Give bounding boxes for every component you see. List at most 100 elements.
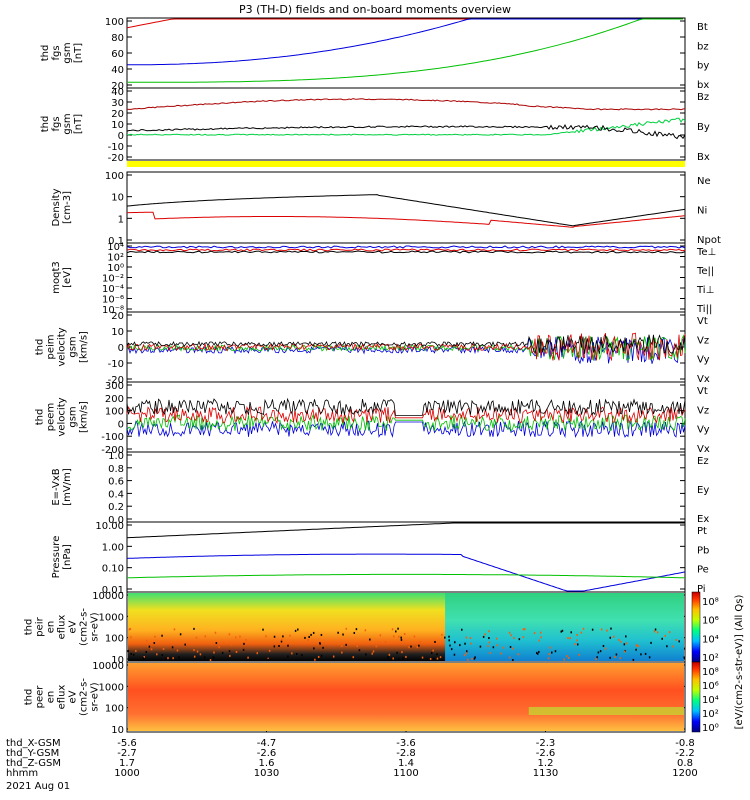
colorbar-upper: [691, 591, 701, 663]
ion-spectrogram-pixel: [489, 652, 491, 655]
ion-spectrogram-pixel: [430, 652, 433, 655]
ion-spectrogram-pixel: [625, 642, 628, 645]
legend-bz: bz: [697, 41, 709, 52]
ion-spectrogram-pixel: [469, 637, 472, 640]
ion-spectrogram-pixel: [488, 630, 490, 633]
x-row-value: -2.6: [536, 748, 556, 759]
ion-spectrogram-pixel: [203, 656, 206, 659]
ion-spectrogram-pixel: [464, 642, 466, 645]
ion-spectrogram-pixel: [439, 656, 442, 659]
legend-by: by: [697, 61, 709, 72]
ion-spectrogram-pixel: [307, 639, 309, 642]
ion-spectrogram-pixel: [509, 645, 512, 648]
trace-Pi: [126, 553, 686, 592]
ion-spectrogram-pixel: [576, 633, 578, 636]
ion-spectrogram-pixel: [148, 645, 151, 648]
y-tick-label: 0.0: [108, 515, 124, 526]
date-label: 2021 Aug 01: [6, 781, 70, 792]
colorbar-tick: 10⁰: [702, 723, 719, 734]
ion-spectrogram-pixel: [465, 636, 468, 639]
y-tick-label: 10⁻⁸: [102, 305, 124, 316]
ion-spectrogram-pixel: [291, 652, 293, 655]
ion-spectrogram-pixel: [395, 630, 397, 633]
ion-spectrogram-pixel: [522, 628, 525, 631]
ion-spectrogram-pixel: [522, 636, 525, 639]
ion-spectrogram-pixel: [235, 650, 238, 653]
x-row-value: 0.8: [677, 758, 693, 769]
y-axis-label-line: thd: [40, 45, 51, 62]
y-axis-label-line: en: [46, 621, 57, 634]
y-axis-label: thd fgs gsm [nT]: [40, 42, 84, 63]
y-tick-label: 20: [111, 109, 124, 120]
ion-spectrogram-pixel: [268, 649, 271, 652]
ion-spectrogram-pixel: [401, 651, 403, 654]
ion-spectrogram-pixel: [337, 631, 339, 634]
ion-spectrogram-pixel: [161, 634, 163, 637]
colorbar-label: [eV/(cm2-s-str-eV)] (All Qs): [734, 594, 745, 729]
y-tick-label: 1000: [99, 612, 124, 623]
legend-by: By: [697, 122, 710, 133]
y-axis-label-line: eflux: [57, 685, 68, 710]
y-axis-label: thd fgs gsm [nT]: [40, 113, 84, 134]
ion-spectrogram-pixel: [256, 652, 258, 655]
ion-spectrogram-pixel: [193, 649, 195, 652]
y-axis-label: Pressure [nPa]: [51, 536, 73, 579]
ion-spectrogram-pixel: [273, 635, 276, 638]
ion-spectrogram-pixel: [518, 638, 521, 641]
y-tick-label: 100: [105, 407, 124, 418]
ion-spectrogram-pixel: [405, 655, 407, 658]
y-axis-label: thd peim velocity gsm [km/s]: [35, 327, 90, 366]
ion-spectrogram-pixel: [597, 651, 600, 654]
ion-spectrogram-pixel: [204, 635, 207, 638]
x-row-value: -2.6: [257, 748, 277, 759]
y-axis-label: thd peer en eflux eV (cm2-s-sr-eV): [24, 678, 101, 716]
ion-spectrogram-pixel: [554, 650, 557, 653]
ion-spectrogram-pixel: [591, 628, 594, 631]
y-axis-label-line: gsm: [68, 406, 79, 427]
ion-spectrogram-pixel: [684, 647, 686, 650]
ion-spectrogram-pixel: [496, 644, 499, 647]
ion-spectrogram-pixel: [239, 635, 241, 638]
y-axis-label-line: eflux: [57, 615, 68, 640]
x-row-value: 1000: [114, 768, 139, 779]
ion-spectrogram-pixel: [482, 635, 485, 638]
y-axis-label-line: [nT]: [73, 43, 84, 63]
ion-spectrogram-pixel: [397, 627, 399, 630]
ion-spectrogram-pixel: [569, 637, 571, 640]
y-tick-label: 20: [111, 81, 124, 92]
ion-spectrogram-pixel: [199, 653, 202, 656]
ion-spectrogram-pixel: [218, 646, 220, 649]
y-axis-label-line: fgs: [51, 116, 62, 131]
ion-spectrogram-pixel: [273, 645, 276, 648]
panel-frame: [126, 521, 686, 593]
ion-spectrogram-pixel: [165, 657, 167, 660]
panel-3: 100 10 1 0.1 Density [cm-3] Ne Ni Npot: [51, 171, 721, 247]
ion-spectrogram-pixel: [410, 645, 412, 648]
ion-spectrogram-pixel: [221, 651, 224, 654]
ion-spectrogram-pixel: [432, 657, 435, 660]
ion-spectrogram-pixel: [459, 644, 461, 647]
ion-spectrogram-pixel: [209, 659, 212, 662]
x-row-value: 1.4: [398, 758, 414, 769]
ion-spectrogram-pixel: [214, 631, 217, 634]
legend-vx: Vx: [697, 444, 710, 455]
ion-spectrogram-pixel: [237, 643, 239, 646]
y-axis-label-line: eV: [68, 690, 79, 703]
y-axis-label-line: Density: [51, 188, 62, 226]
y-tick-label: -200: [101, 445, 124, 456]
ion-spectrogram-pixel: [341, 645, 343, 648]
panel-7: 1.0 0.8 0.60.4 0.2 0.0 E=-VxB [mV/m] Ez Ey Ex: [51, 451, 709, 526]
y-axis-label-line: velocity: [57, 397, 68, 436]
ion-spectrogram-pixel: [167, 657, 169, 660]
ion-spectrogram-pixel: [582, 627, 585, 630]
ion-spectrogram-pixel: [388, 653, 391, 656]
ion-spectrogram-left: [128, 593, 447, 661]
ion-spectrogram-pixel: [172, 657, 174, 660]
y-axis-label-line: eV: [68, 620, 79, 633]
ion-spectrogram-pixel: [147, 645, 149, 648]
y-tick-label: -20: [108, 153, 124, 164]
ion-spectrogram-pixel: [345, 643, 347, 646]
ion-spectrogram-pixel: [375, 645, 378, 648]
ion-spectrogram-pixel: [356, 645, 358, 648]
x-row-value: 1200: [672, 768, 697, 779]
